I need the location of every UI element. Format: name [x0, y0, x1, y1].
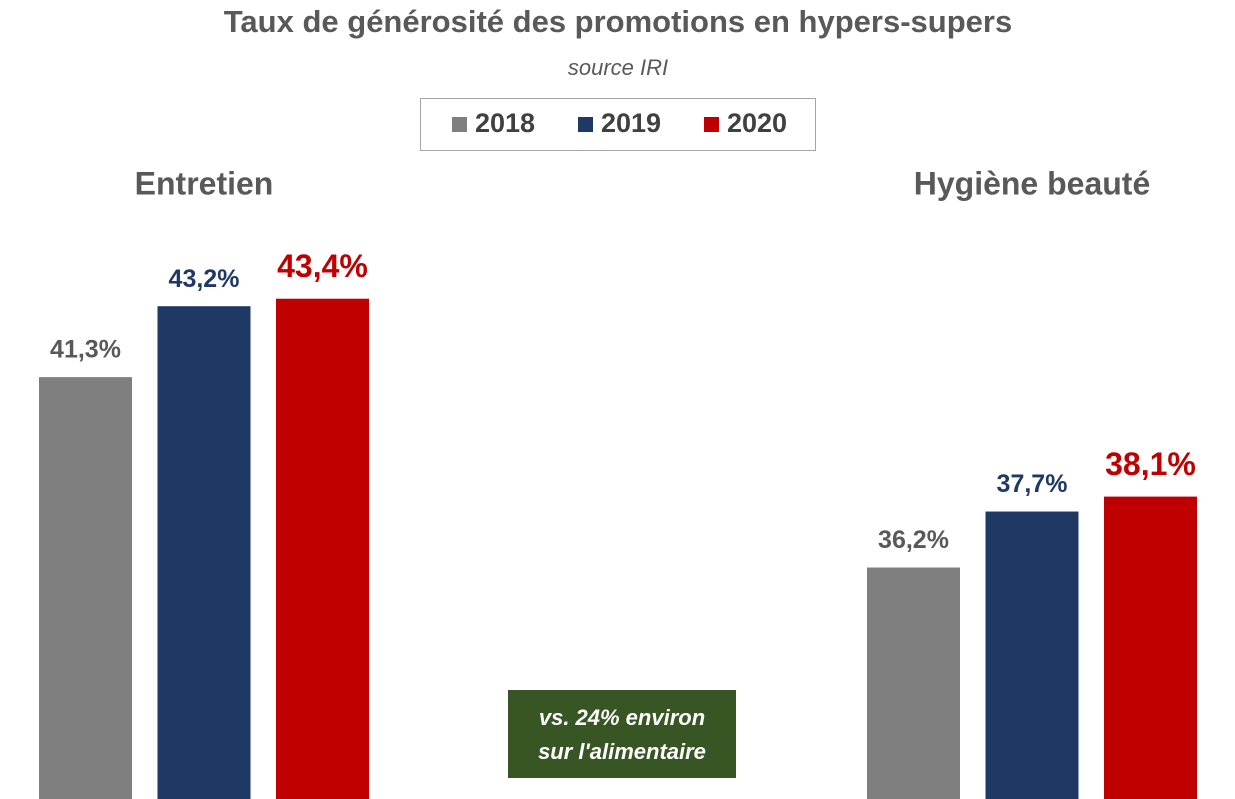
category-label: Entretien — [135, 165, 274, 201]
bar — [985, 511, 1079, 799]
annotation: vs. 24% environ — [539, 705, 705, 730]
annotation: sur l'alimentaire — [538, 739, 706, 764]
legend-swatch — [578, 117, 593, 132]
bar — [867, 567, 960, 799]
legend-swatch — [704, 117, 719, 132]
bar — [39, 377, 132, 799]
category-label: Hygiène beauté — [914, 165, 1151, 201]
legend-box — [420, 98, 816, 151]
value-label: 37,7% — [997, 470, 1068, 498]
bar — [1104, 496, 1197, 799]
legend-label: 2018 — [475, 108, 535, 138]
value-label: 41,3% — [50, 336, 121, 364]
chart-title: Taux de générosité des promotions en hyp… — [224, 4, 1012, 39]
value-label: 43,4% — [277, 248, 368, 284]
value-label: 43,2% — [169, 265, 240, 293]
value-label: 38,1% — [1105, 446, 1196, 482]
legend-label: 2020 — [727, 108, 787, 138]
value-label: 36,2% — [878, 526, 949, 554]
legend-swatch — [452, 117, 467, 132]
annotation-box — [508, 690, 736, 778]
bar — [157, 306, 251, 799]
chart-subtitle: source IRI — [568, 55, 668, 80]
legend-label: 2019 — [601, 108, 661, 138]
bar — [276, 298, 369, 799]
